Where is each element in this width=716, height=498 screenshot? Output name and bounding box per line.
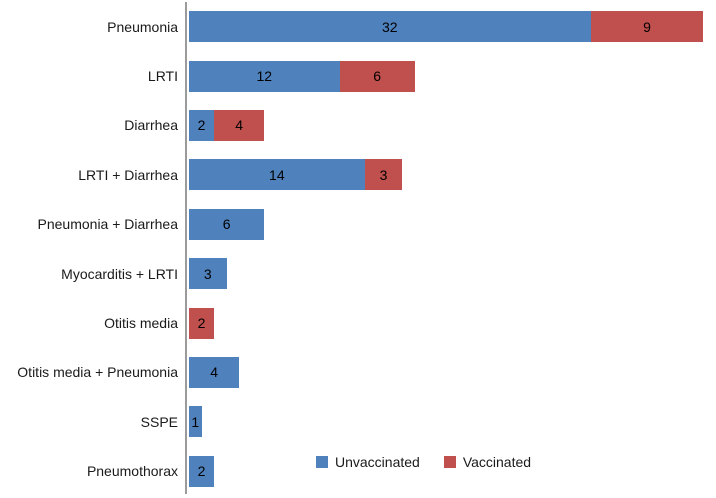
data-label: 1	[191, 413, 200, 430]
data-label: 2	[197, 315, 206, 332]
category-label: Pneumonia	[107, 18, 178, 35]
bar-segments: 4	[189, 348, 240, 397]
category-label: Myocarditis + LRTI	[61, 265, 178, 282]
data-label: 2	[197, 463, 206, 480]
bar-row: Diarrhea 2 4	[0, 101, 716, 150]
category-label: SSPE	[140, 413, 178, 430]
bar-segment-vaccinated: 9	[590, 11, 704, 43]
data-label: 14	[269, 166, 285, 183]
y-axis-line	[185, 2, 187, 494]
bar-row: Myocarditis + LRTI 3	[0, 249, 716, 298]
legend-label-vaccinated: Vaccinated	[462, 454, 532, 470]
legend-item-unvaccinated: Unvaccinated	[316, 454, 420, 470]
bar-segment-unvaccinated: 32	[189, 11, 591, 43]
data-label: 4	[235, 117, 244, 134]
category-label: Otitis media	[104, 315, 178, 332]
bar-segments: 2	[189, 447, 215, 496]
bar-row: LRTI + Diarrhea 14 3	[0, 150, 716, 199]
bar-segments: 12 6	[189, 51, 415, 100]
category-label: Diarrhea	[124, 117, 178, 134]
category-label: LRTI	[147, 68, 178, 85]
data-label: 32	[381, 18, 398, 35]
bar-row: Pneumonia 32 9	[0, 2, 716, 51]
data-label: 12	[256, 68, 273, 85]
bar-segments: 1	[189, 397, 202, 446]
bar-row: Otitis media 2	[0, 298, 716, 347]
category-label: Otitis media + Pneumonia	[17, 364, 178, 381]
data-label: 3	[379, 166, 388, 183]
legend-swatch-unvaccinated-icon	[316, 456, 328, 468]
data-label: 4	[210, 364, 218, 381]
bar-segment-unvaccinated: 1	[189, 406, 202, 438]
legend-label-unvaccinated: Unvaccinated	[335, 454, 420, 470]
bar-row: LRTI 12 6	[0, 51, 716, 100]
legend-item-vaccinated: Vaccinated	[443, 454, 532, 470]
bar-segment-unvaccinated: 2	[189, 455, 215, 487]
category-label: LRTI + Diarrhea	[78, 166, 178, 183]
bar-row: SSPE 1	[0, 397, 716, 446]
bar-segments: 32 9	[189, 2, 704, 51]
bar-segment-vaccinated: 3	[364, 159, 403, 191]
data-label: 2	[197, 117, 206, 134]
data-label: 3	[203, 265, 212, 282]
bar-segments: 3	[189, 249, 227, 298]
bar-segments: 6	[189, 200, 265, 249]
bar-segment-unvaccinated: 3	[189, 258, 227, 290]
bar-row: Pneumothorax 2	[0, 447, 716, 496]
bar-segment-vaccinated: 6	[339, 60, 415, 92]
data-label: 9	[643, 18, 651, 35]
data-label: 6	[222, 216, 231, 233]
bar-segment-unvaccinated: 12	[189, 60, 340, 92]
legend-swatch-vaccinated-icon	[443, 456, 456, 468]
category-label: Pneumonia + Diarrhea	[37, 216, 178, 233]
bar-segment-unvaccinated: 2	[189, 109, 215, 141]
bar-segments: 2	[189, 298, 215, 347]
bar-segment-unvaccinated: 6	[189, 208, 265, 240]
bar-segment-vaccinated: 2	[189, 307, 215, 339]
bar-segments: 14 3	[189, 150, 403, 199]
bar-row: Otitis media + Pneumonia 4	[0, 348, 716, 397]
category-label: Pneumothorax	[86, 463, 178, 480]
data-label: 6	[373, 68, 382, 85]
bar-segment-vaccinated: 4	[214, 109, 265, 141]
legend: Unvaccinated Vaccinated	[316, 454, 531, 470]
bar-segment-unvaccinated: 14	[189, 159, 365, 191]
bar-segment-unvaccinated: 4	[189, 356, 240, 388]
bar-row: Pneumonia + Diarrhea 6	[0, 200, 716, 249]
